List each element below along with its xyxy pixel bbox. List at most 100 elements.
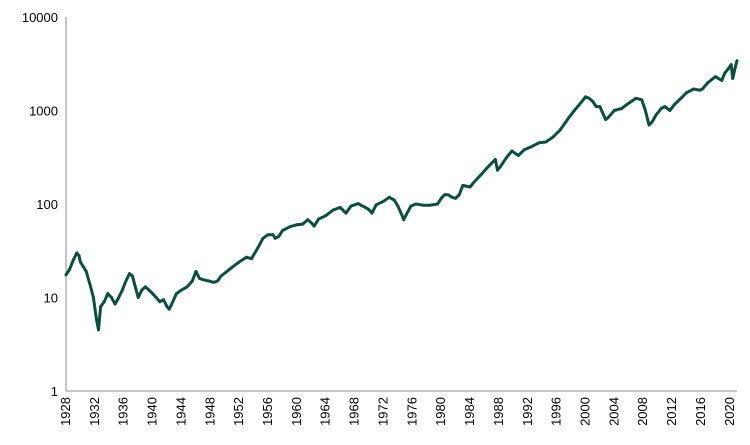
x-tick-label: 1984 — [462, 397, 477, 426]
y-axis-ticks: 1 10 100 1000 10000 — [22, 10, 58, 399]
data-point — [288, 225, 292, 229]
data-point — [201, 278, 205, 282]
data-point — [245, 255, 248, 259]
data-point — [677, 98, 681, 102]
data-point — [644, 109, 647, 112]
data-point — [447, 193, 450, 197]
data-point — [496, 168, 499, 172]
data-point — [663, 105, 667, 108]
data-point — [472, 181, 476, 184]
data-point — [349, 204, 353, 208]
data-point — [729, 63, 733, 66]
data-point — [558, 128, 562, 132]
data-point — [544, 140, 548, 144]
data-point — [647, 123, 651, 127]
x-tick-label: 1996 — [549, 397, 564, 426]
x-tick-label: 2008 — [635, 397, 650, 426]
data-point — [584, 95, 587, 99]
data-point — [454, 196, 457, 200]
data-point — [309, 221, 313, 225]
data-point — [530, 145, 533, 149]
data-point — [493, 158, 497, 161]
data-point — [180, 288, 183, 292]
data-point — [461, 184, 465, 187]
data-point — [443, 193, 447, 197]
data-point — [194, 270, 198, 273]
data-point — [237, 260, 241, 264]
y-tick-label: 10 — [44, 291, 58, 306]
data-point — [650, 120, 654, 124]
data-point — [151, 292, 155, 295]
data-point — [612, 109, 616, 112]
data-point — [414, 202, 418, 206]
data-point — [301, 222, 305, 226]
data-point — [360, 204, 364, 208]
data-point — [255, 247, 259, 251]
data-point — [450, 195, 454, 199]
data-point — [266, 233, 270, 237]
y-tick-label: 100 — [36, 197, 58, 212]
data-point — [120, 288, 124, 292]
data-point — [551, 135, 555, 139]
data-point — [306, 218, 310, 222]
data-point — [344, 211, 348, 215]
y-tick-label: 1000 — [29, 104, 58, 119]
data-point — [207, 279, 211, 283]
data-point — [124, 279, 128, 283]
data-point — [113, 302, 117, 306]
y-tick-label: 10000 — [22, 10, 58, 25]
data-point — [261, 236, 265, 240]
x-tick-label: 1948 — [202, 397, 217, 426]
data-point — [396, 204, 400, 208]
x-tick-label: 1972 — [375, 397, 390, 426]
data-point — [587, 96, 591, 100]
x-tick-label: 2016 — [693, 397, 708, 426]
data-point — [331, 208, 335, 212]
series-line — [64, 59, 739, 332]
data-point — [486, 165, 490, 169]
data-point — [654, 113, 658, 117]
data-point — [392, 198, 396, 202]
data-point — [171, 300, 175, 304]
data-point — [602, 113, 605, 117]
data-point — [106, 292, 110, 295]
data-point — [591, 100, 595, 103]
data-point — [620, 107, 623, 110]
data-point — [144, 285, 147, 289]
data-point — [468, 185, 472, 189]
data-point — [250, 257, 253, 261]
x-tick-label: 1980 — [433, 397, 448, 426]
x-tick-label: 1952 — [231, 397, 246, 426]
data-point — [165, 305, 169, 308]
data-point — [273, 236, 277, 240]
series-layer — [64, 59, 739, 332]
data-point — [726, 67, 730, 71]
data-point — [277, 235, 281, 238]
data-point — [295, 223, 299, 227]
data-point — [723, 71, 727, 75]
x-tick-label: 1940 — [145, 397, 160, 426]
data-point — [271, 233, 275, 237]
data-point — [513, 151, 517, 155]
data-point — [692, 87, 696, 91]
data-point — [175, 292, 178, 295]
data-point — [92, 296, 95, 299]
x-tick-label: 1976 — [404, 397, 419, 426]
x-tick-label: 1936 — [116, 397, 131, 426]
data-point — [720, 79, 724, 82]
data-point — [312, 224, 316, 228]
data-point — [212, 281, 216, 284]
x-tick-label: 1988 — [491, 397, 506, 426]
data-point — [517, 154, 520, 157]
x-tick-label: 1956 — [260, 397, 275, 426]
data-point — [604, 118, 608, 121]
x-tick-label: 1964 — [318, 397, 333, 426]
data-point — [147, 288, 151, 292]
data-point — [367, 208, 371, 212]
data-point — [79, 260, 82, 264]
data-point — [659, 107, 663, 110]
data-point — [734, 64, 737, 68]
data-point — [140, 288, 144, 292]
data-point — [97, 328, 100, 332]
data-point — [573, 108, 577, 112]
